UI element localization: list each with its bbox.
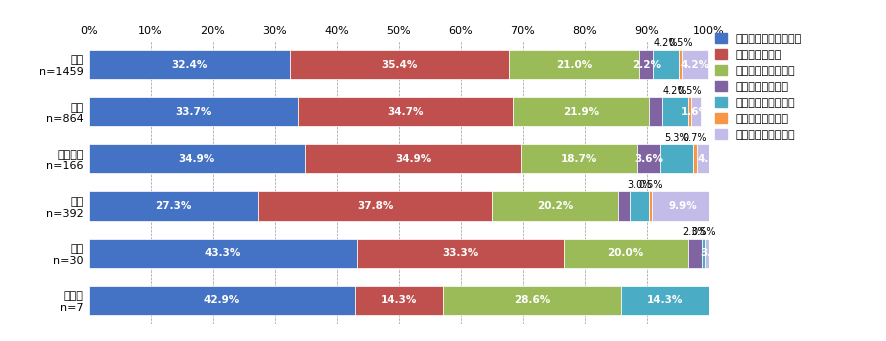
Text: 0.5%: 0.5% (668, 39, 693, 48)
Text: 32.4%: 32.4% (171, 60, 207, 70)
Bar (89, 144, 305, 174)
Text: 35.4%: 35.4% (381, 60, 417, 70)
Bar (509, 50, 640, 79)
Text: 20.0%: 20.0% (608, 248, 644, 258)
Text: 0.5%: 0.5% (691, 227, 716, 237)
Text: 42.9%: 42.9% (204, 295, 240, 305)
Bar (89, 286, 354, 315)
Text: 1.6%: 1.6% (681, 107, 711, 117)
Text: 2.2%: 2.2% (632, 60, 661, 70)
Bar (649, 97, 662, 126)
Bar (618, 191, 630, 221)
Text: 4.8%: 4.8% (697, 154, 727, 164)
Bar (290, 50, 509, 79)
Text: 5.3%: 5.3% (664, 133, 688, 143)
Bar (660, 144, 693, 174)
Text: 21.9%: 21.9% (563, 107, 599, 117)
Bar (662, 97, 688, 126)
Bar (443, 286, 621, 315)
Text: 37.8%: 37.8% (357, 201, 393, 211)
Bar (640, 50, 653, 79)
Text: 28.6%: 28.6% (514, 295, 550, 305)
Text: 21.0%: 21.0% (556, 60, 593, 70)
Text: 34.9%: 34.9% (395, 154, 431, 164)
Bar (258, 191, 493, 221)
Bar (493, 191, 618, 221)
Bar (298, 97, 513, 126)
Text: 4.2%: 4.2% (654, 39, 679, 48)
Text: 43.3%: 43.3% (205, 248, 241, 258)
Text: 3.6%: 3.6% (634, 154, 663, 164)
Text: 4.2%: 4.2% (680, 60, 710, 70)
Bar (653, 50, 679, 79)
Bar (630, 191, 649, 221)
Text: 14.3%: 14.3% (647, 295, 683, 305)
Text: 9.9%: 9.9% (668, 201, 696, 211)
Text: 20.2%: 20.2% (537, 201, 573, 211)
Bar (697, 144, 727, 174)
Bar (679, 50, 682, 79)
Legend: 非常につながっている, つながっている, ややつながっている, ややつながらない, あまりつながらない, 全くつながらない, 該当する経験がない: 非常につながっている, つながっている, ややつながっている, ややつながらない… (714, 32, 803, 141)
Text: 27.3%: 27.3% (155, 201, 191, 211)
Bar (357, 239, 563, 268)
Bar (688, 97, 691, 126)
Bar (652, 191, 713, 221)
Text: 18.7%: 18.7% (562, 154, 598, 164)
Text: 2.3%: 2.3% (682, 227, 707, 237)
Bar (693, 144, 697, 174)
Bar (691, 97, 701, 126)
Bar (563, 239, 688, 268)
Bar (513, 97, 649, 126)
Bar (89, 97, 298, 126)
Text: 3.0%: 3.0% (627, 180, 651, 190)
Bar (638, 144, 660, 174)
Text: 0.5%: 0.5% (638, 180, 663, 190)
Bar (688, 239, 702, 268)
Text: 33.3%: 33.3% (442, 248, 478, 258)
Bar (522, 144, 637, 174)
Bar (305, 144, 522, 174)
Bar (89, 191, 258, 221)
Bar (89, 239, 357, 268)
Bar (702, 239, 705, 268)
Bar (705, 239, 726, 268)
Text: 3.3%: 3.3% (701, 248, 730, 258)
Text: 0.5%: 0.5% (677, 86, 702, 95)
Bar (354, 286, 443, 315)
Text: 4.2%: 4.2% (663, 86, 687, 95)
Text: 14.3%: 14.3% (381, 295, 417, 305)
Bar (89, 50, 290, 79)
Bar (682, 50, 708, 79)
Bar (649, 191, 652, 221)
Text: 0.7%: 0.7% (682, 133, 707, 143)
Bar (621, 286, 710, 315)
Text: 34.9%: 34.9% (179, 154, 215, 164)
Text: 33.7%: 33.7% (175, 107, 211, 117)
Text: 34.7%: 34.7% (387, 107, 424, 117)
